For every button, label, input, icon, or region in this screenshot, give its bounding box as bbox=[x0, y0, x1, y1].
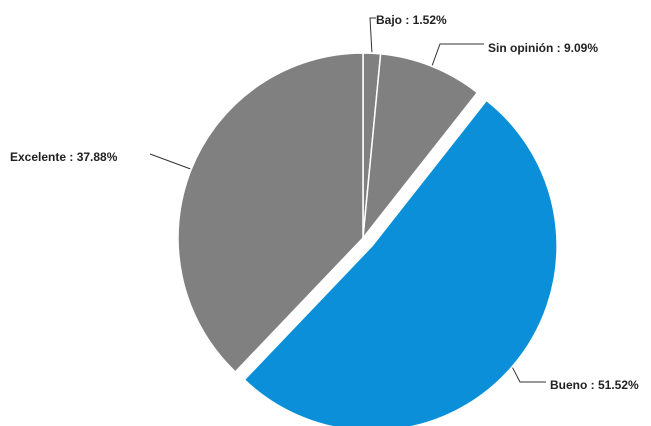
pie-slice-sin-opinion bbox=[362, 53, 479, 241]
pie-slice-excelente bbox=[177, 52, 364, 373]
slice-label-sin-opinion: Sin opinión : 9.09% bbox=[488, 41, 598, 55]
slice-label-bueno: Bueno : 51.52% bbox=[550, 378, 639, 392]
slice-label-excelente: Excelente : 37.88% bbox=[10, 150, 118, 164]
pie-slice-bueno bbox=[243, 99, 558, 426]
pie-slices bbox=[177, 52, 558, 426]
slice-label-bajo: Bajo : 1.52% bbox=[376, 13, 447, 27]
leader-line-bajo bbox=[369, 17, 376, 53]
leader-lines bbox=[149, 17, 546, 383]
leader-line-excelente bbox=[149, 153, 191, 170]
leader-line-sin-opinion bbox=[431, 43, 484, 66]
leader-line-bueno bbox=[512, 367, 546, 383]
slice-labels: Bajo : 1.52% Sin opinión : 9.09% Bueno : 5… bbox=[10, 13, 639, 392]
